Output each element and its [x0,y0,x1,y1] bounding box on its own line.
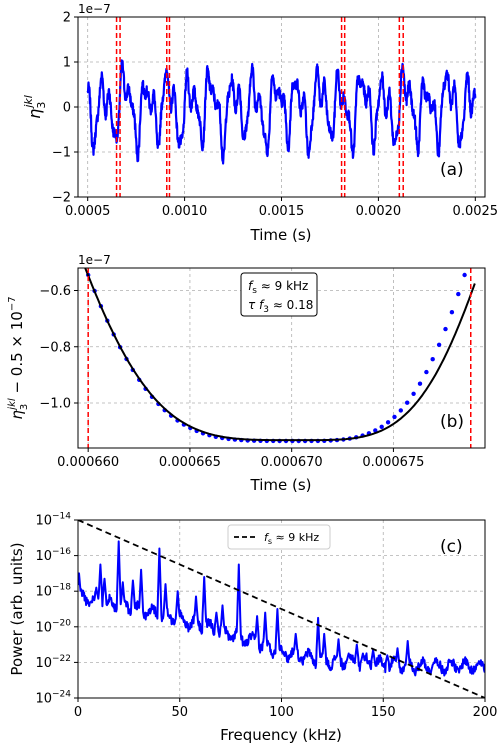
panel-b-data-point [398,408,403,413]
panel-b-xtick-label: 0.000670 [261,455,323,470]
panel-a-xlabel: Time (s) [250,226,312,244]
panel-c: 0 50 100 150 200 10−24 10−22 10−20 10−18 10−16 10−… [8,512,497,745]
panel-b-data-point [430,357,435,362]
panel-b-ticks: 0.000660 0.000665 0.000670 0.000675 −1.0 −0.8… [39,284,424,470]
panel-b: 0.000660 0.000665 0.000670 0.000675 −1.0 −0.8… [7,253,486,494]
panel-c-legend: fs ≈ 9 kHz [227,524,331,550]
panel-a-ytick-label: 1 [63,56,71,71]
panel-b-data-point [379,424,384,429]
panel-c-xtick-label: 50 [171,705,188,720]
panel-b-xtick-label: 0.000665 [159,455,221,470]
panel-b-xtick-label: 0.000660 [57,455,119,470]
panel-b-marker-lines [87,268,472,448]
panel-c-spectrum-series [78,540,485,677]
panel-a-xtick-label: 0.0020 [356,204,402,219]
panel-b-data-point [436,342,442,347]
panel-b-data-point [456,291,461,297]
panel-b-data-point [443,326,448,332]
panel-b-ytick-label: −1.0 [39,397,71,412]
panel-a-xtick-label: 0.0010 [162,204,208,219]
panel-c-legend-box [227,524,331,550]
panel-c-ytick-label: 10−22 [35,654,71,671]
panel-a-xtick-label: 0.0015 [259,204,305,219]
panel-a-marker-lines [115,17,404,197]
panel-b-data-point [417,381,423,386]
panel-a-ytick-label: −1 [52,146,71,161]
panel-b-label: (b) [440,412,464,432]
panel-c-ylabel: Power (arb. units) [8,542,26,675]
panel-c-ticks: 0 50 100 150 200 10−24 10−22 10−20 10−18 10−16 10−… [35,512,497,721]
panel-a-offset-text: 1e−7 [78,2,111,16]
panel-c-label: (c) [440,537,463,557]
panel-c-ytick-label: 10−14 [35,512,71,529]
panel-b-data-point [385,420,391,425]
panel-a-ylabel: η3jkl [22,95,48,119]
panel-b-data-point [411,391,416,396]
panel-c-xtick-label: 0 [74,705,82,720]
panel-b-data-point [462,272,467,278]
panel-a-signal-series [86,59,477,165]
panel-b-data-point [392,414,397,420]
panel-c-reference-line [78,520,485,698]
panel-b-xlabel: Time (s) [250,476,312,494]
panel-c-xtick-label: 200 [473,705,498,720]
panel-b-annotation: fs ≈ 9 kHz τ f3 ≈ 0.18 [240,272,318,317]
panel-c-xtick-label: 150 [371,705,396,720]
panel-c-ytick-label: 10−18 [35,583,71,600]
panel-a-ytick-label: −2 [52,191,71,206]
panel-c-ytick-label: 10−16 [35,547,71,564]
panel-b-offset-text: 1e−7 [78,253,111,267]
panel-b-ytick-label: −0.6 [39,284,71,299]
panel-b-ylabel: η3jkl − 0.5 × 10−7 [7,296,30,419]
panel-a-ticks: 0.0005 0.0010 0.0015 0.0020 0.0025 −2 −1 0 1 2 [52,11,498,220]
panel-b-ytick-label: −0.8 [39,340,71,355]
panel-a-xtick-label: 0.0025 [453,204,499,219]
panel-b-frame [77,267,486,449]
panel-a-ytick-label: 2 [63,11,71,26]
panel-b-data-point [405,400,410,405]
panel-b-data-point [373,428,378,433]
panel-c-xtick-label: 100 [269,705,294,720]
panel-a-xtick-label: 0.0005 [65,204,111,219]
panel-a-label: (a) [440,160,464,180]
panel-b-data-point [449,310,455,315]
panel-b-fit-line [84,268,476,442]
panel-b-annotation-line1: fs ≈ 9 kHz [248,279,308,296]
panel-a: 0.0005 0.0010 0.0015 0.0020 0.0025 −2 −1 0 1 2 1e… [22,2,498,244]
panel-c-ytick-label: 10−20 [35,618,71,635]
panel-a-ytick-label: 0 [63,101,71,116]
panel-c-ytick-label: 10−24 [35,690,71,707]
panel-b-annotation-line2: τ f3 ≈ 0.18 [248,298,313,315]
panel-c-xlabel: Frequency (kHz) [220,726,342,744]
panel-c-legend-label: fs ≈ 9 kHz [264,531,319,546]
panel-b-data-point [424,369,429,375]
panel-b-annotation-box [240,272,318,317]
panel-b-xtick-label: 0.000675 [362,455,424,470]
